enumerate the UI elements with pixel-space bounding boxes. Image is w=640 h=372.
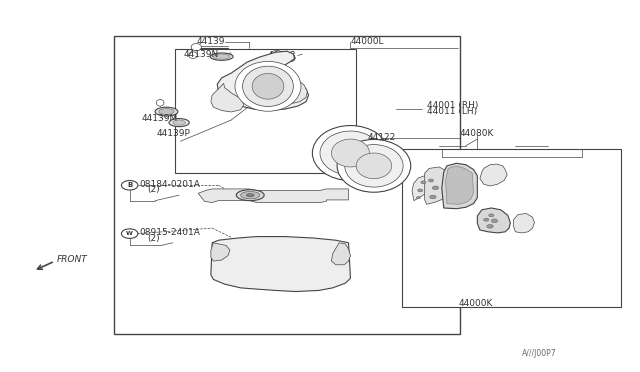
Ellipse shape [159,109,174,115]
Ellipse shape [156,100,164,106]
Ellipse shape [271,51,284,60]
Polygon shape [412,176,431,201]
Ellipse shape [332,139,369,167]
Circle shape [487,224,493,228]
Polygon shape [425,167,453,204]
Bar [403,149,621,307]
Polygon shape [480,164,507,186]
Ellipse shape [243,66,293,106]
Ellipse shape [312,125,388,180]
Text: 44139M: 44139M [141,115,177,124]
Ellipse shape [169,119,189,126]
Ellipse shape [337,140,411,192]
Ellipse shape [356,153,392,179]
Text: FRONT: FRONT [57,255,88,264]
Ellipse shape [241,192,260,199]
Polygon shape [198,189,349,202]
Circle shape [429,195,436,199]
Circle shape [421,181,426,184]
Text: 08184-0201A: 08184-0201A [139,180,200,189]
Circle shape [418,189,423,192]
Text: 44122: 44122 [367,133,396,142]
Polygon shape [282,76,307,103]
Text: 44080K: 44080K [460,129,494,138]
Text: B: B [127,182,132,188]
Ellipse shape [236,190,264,201]
Text: W: W [126,231,133,236]
Ellipse shape [320,131,381,175]
Text: 44011 (LH): 44011 (LH) [427,107,477,116]
Text: (2): (2) [147,185,160,194]
Ellipse shape [235,61,301,111]
Polygon shape [211,243,230,261]
Circle shape [432,186,438,190]
Text: 44000L: 44000L [351,37,384,46]
Ellipse shape [252,74,284,99]
Ellipse shape [213,54,230,59]
Ellipse shape [211,53,233,60]
Text: 44000K: 44000K [458,299,493,308]
Text: 44128: 44128 [268,51,296,60]
Circle shape [492,219,498,223]
Text: A///J00P7: A///J00P7 [522,349,556,358]
Text: 44139: 44139 [196,37,225,46]
Polygon shape [211,83,244,112]
Circle shape [429,179,433,182]
Bar [175,49,356,173]
Circle shape [489,214,494,217]
Circle shape [484,218,489,221]
Polygon shape [442,163,477,209]
Ellipse shape [191,44,202,51]
Bar [114,36,460,334]
Circle shape [417,197,420,199]
Ellipse shape [155,107,178,116]
Ellipse shape [285,54,295,62]
Text: 44139P: 44139P [157,129,191,138]
Ellipse shape [173,120,186,125]
Polygon shape [477,208,510,233]
Polygon shape [332,243,351,265]
Ellipse shape [246,194,254,197]
Circle shape [122,229,138,238]
Text: (2): (2) [147,234,160,243]
Circle shape [122,180,138,190]
Text: 44139N: 44139N [184,49,219,58]
Polygon shape [211,237,351,292]
Text: 08915-2401A: 08915-2401A [139,228,200,237]
Polygon shape [445,166,474,204]
Polygon shape [217,51,308,110]
Ellipse shape [345,145,403,187]
Ellipse shape [189,52,198,58]
Text: 44001 (RH): 44001 (RH) [427,101,478,110]
Polygon shape [513,214,534,233]
